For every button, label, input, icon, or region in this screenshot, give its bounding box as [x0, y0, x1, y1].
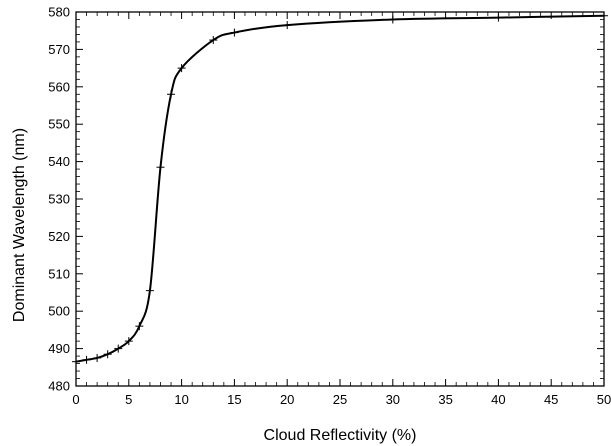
x-tick-label: 5 — [125, 392, 132, 407]
x-tick-label: 0 — [72, 392, 79, 407]
data-point — [600, 11, 608, 20]
data-point — [167, 90, 176, 99]
y-tick-label: 570 — [48, 42, 70, 57]
axes — [75, 11, 605, 387]
data-point — [388, 15, 397, 24]
data-point — [135, 322, 144, 331]
x-tick-label: 50 — [597, 392, 611, 407]
data-point — [209, 36, 218, 45]
data-point — [93, 353, 102, 362]
data-point — [283, 21, 292, 30]
y-tick-label: 500 — [48, 304, 70, 319]
y-tick-label: 550 — [48, 117, 70, 132]
x-tick-label: 20 — [280, 392, 294, 407]
series — [72, 11, 608, 366]
y-tick-label: 540 — [48, 154, 70, 169]
y-axis-title: Dominant Wavelength (nm) — [11, 128, 28, 322]
y-tick-label: 530 — [48, 192, 70, 207]
x-tick-label: 35 — [438, 392, 452, 407]
data-point — [82, 355, 91, 364]
x-tick-label: 15 — [227, 392, 241, 407]
ticks — [75, 11, 605, 387]
x-tick-label: 30 — [386, 392, 400, 407]
data-point — [145, 286, 154, 295]
x-tick-label: 25 — [333, 392, 347, 407]
data-point — [103, 350, 112, 359]
tick-labels: 0 5 10 15 20 25 30 35 40 45 5048049050051052053054… — [48, 5, 611, 408]
data-point — [156, 163, 165, 172]
y-tick-label: 480 — [48, 379, 70, 394]
data-point — [230, 28, 239, 37]
data-point — [124, 337, 133, 346]
x-tick-label: 10 — [174, 392, 188, 407]
series-line — [75, 14, 605, 363]
data-point — [72, 357, 80, 366]
y-tick-label: 580 — [48, 5, 70, 20]
y-tick-label: 520 — [48, 229, 70, 244]
data-point — [177, 64, 186, 73]
plot-frame — [75, 11, 605, 387]
data-point — [494, 13, 503, 22]
x-tick-label: 45 — [544, 392, 558, 407]
data-point — [114, 344, 123, 353]
y-tick-label: 560 — [48, 79, 70, 94]
x-axis-title: Cloud Reflectivity (%) — [264, 427, 417, 444]
x-tick-label: 40 — [491, 392, 505, 407]
y-tick-label: 490 — [48, 341, 70, 356]
y-tick-label: 510 — [48, 266, 70, 281]
